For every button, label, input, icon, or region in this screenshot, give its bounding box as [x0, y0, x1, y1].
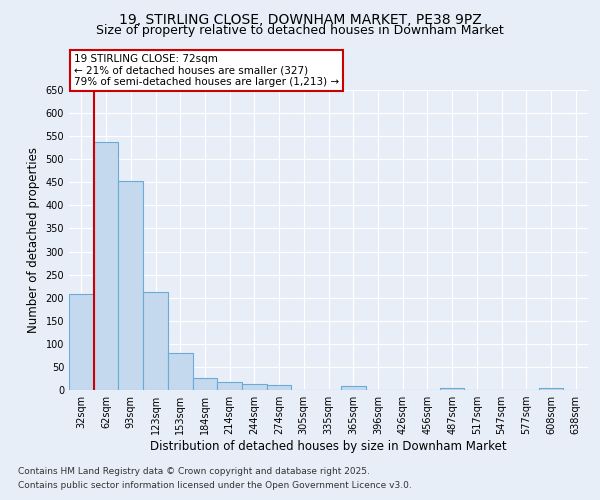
Text: Contains public sector information licensed under the Open Government Licence v3: Contains public sector information licen…	[18, 481, 412, 490]
Bar	[69, 294, 94, 390]
Bar	[242, 384, 267, 390]
Text: Size of property relative to detached houses in Downham Market: Size of property relative to detached ho…	[96, 24, 504, 37]
Bar	[193, 378, 217, 390]
Bar	[143, 292, 168, 390]
Bar	[168, 353, 193, 390]
Bar	[341, 386, 365, 390]
Y-axis label: Number of detached properties: Number of detached properties	[27, 147, 40, 333]
X-axis label: Distribution of detached houses by size in Downham Market: Distribution of detached houses by size …	[150, 440, 507, 453]
Text: 19 STIRLING CLOSE: 72sqm
← 21% of detached houses are smaller (327)
79% of semi-: 19 STIRLING CLOSE: 72sqm ← 21% of detach…	[74, 54, 340, 87]
Bar	[94, 142, 118, 390]
Bar	[440, 388, 464, 390]
Bar	[539, 388, 563, 390]
Bar	[118, 181, 143, 390]
Text: 19, STIRLING CLOSE, DOWNHAM MARKET, PE38 9PZ: 19, STIRLING CLOSE, DOWNHAM MARKET, PE38…	[119, 12, 481, 26]
Text: Contains HM Land Registry data © Crown copyright and database right 2025.: Contains HM Land Registry data © Crown c…	[18, 467, 370, 476]
Bar	[217, 382, 242, 390]
Bar	[267, 386, 292, 390]
